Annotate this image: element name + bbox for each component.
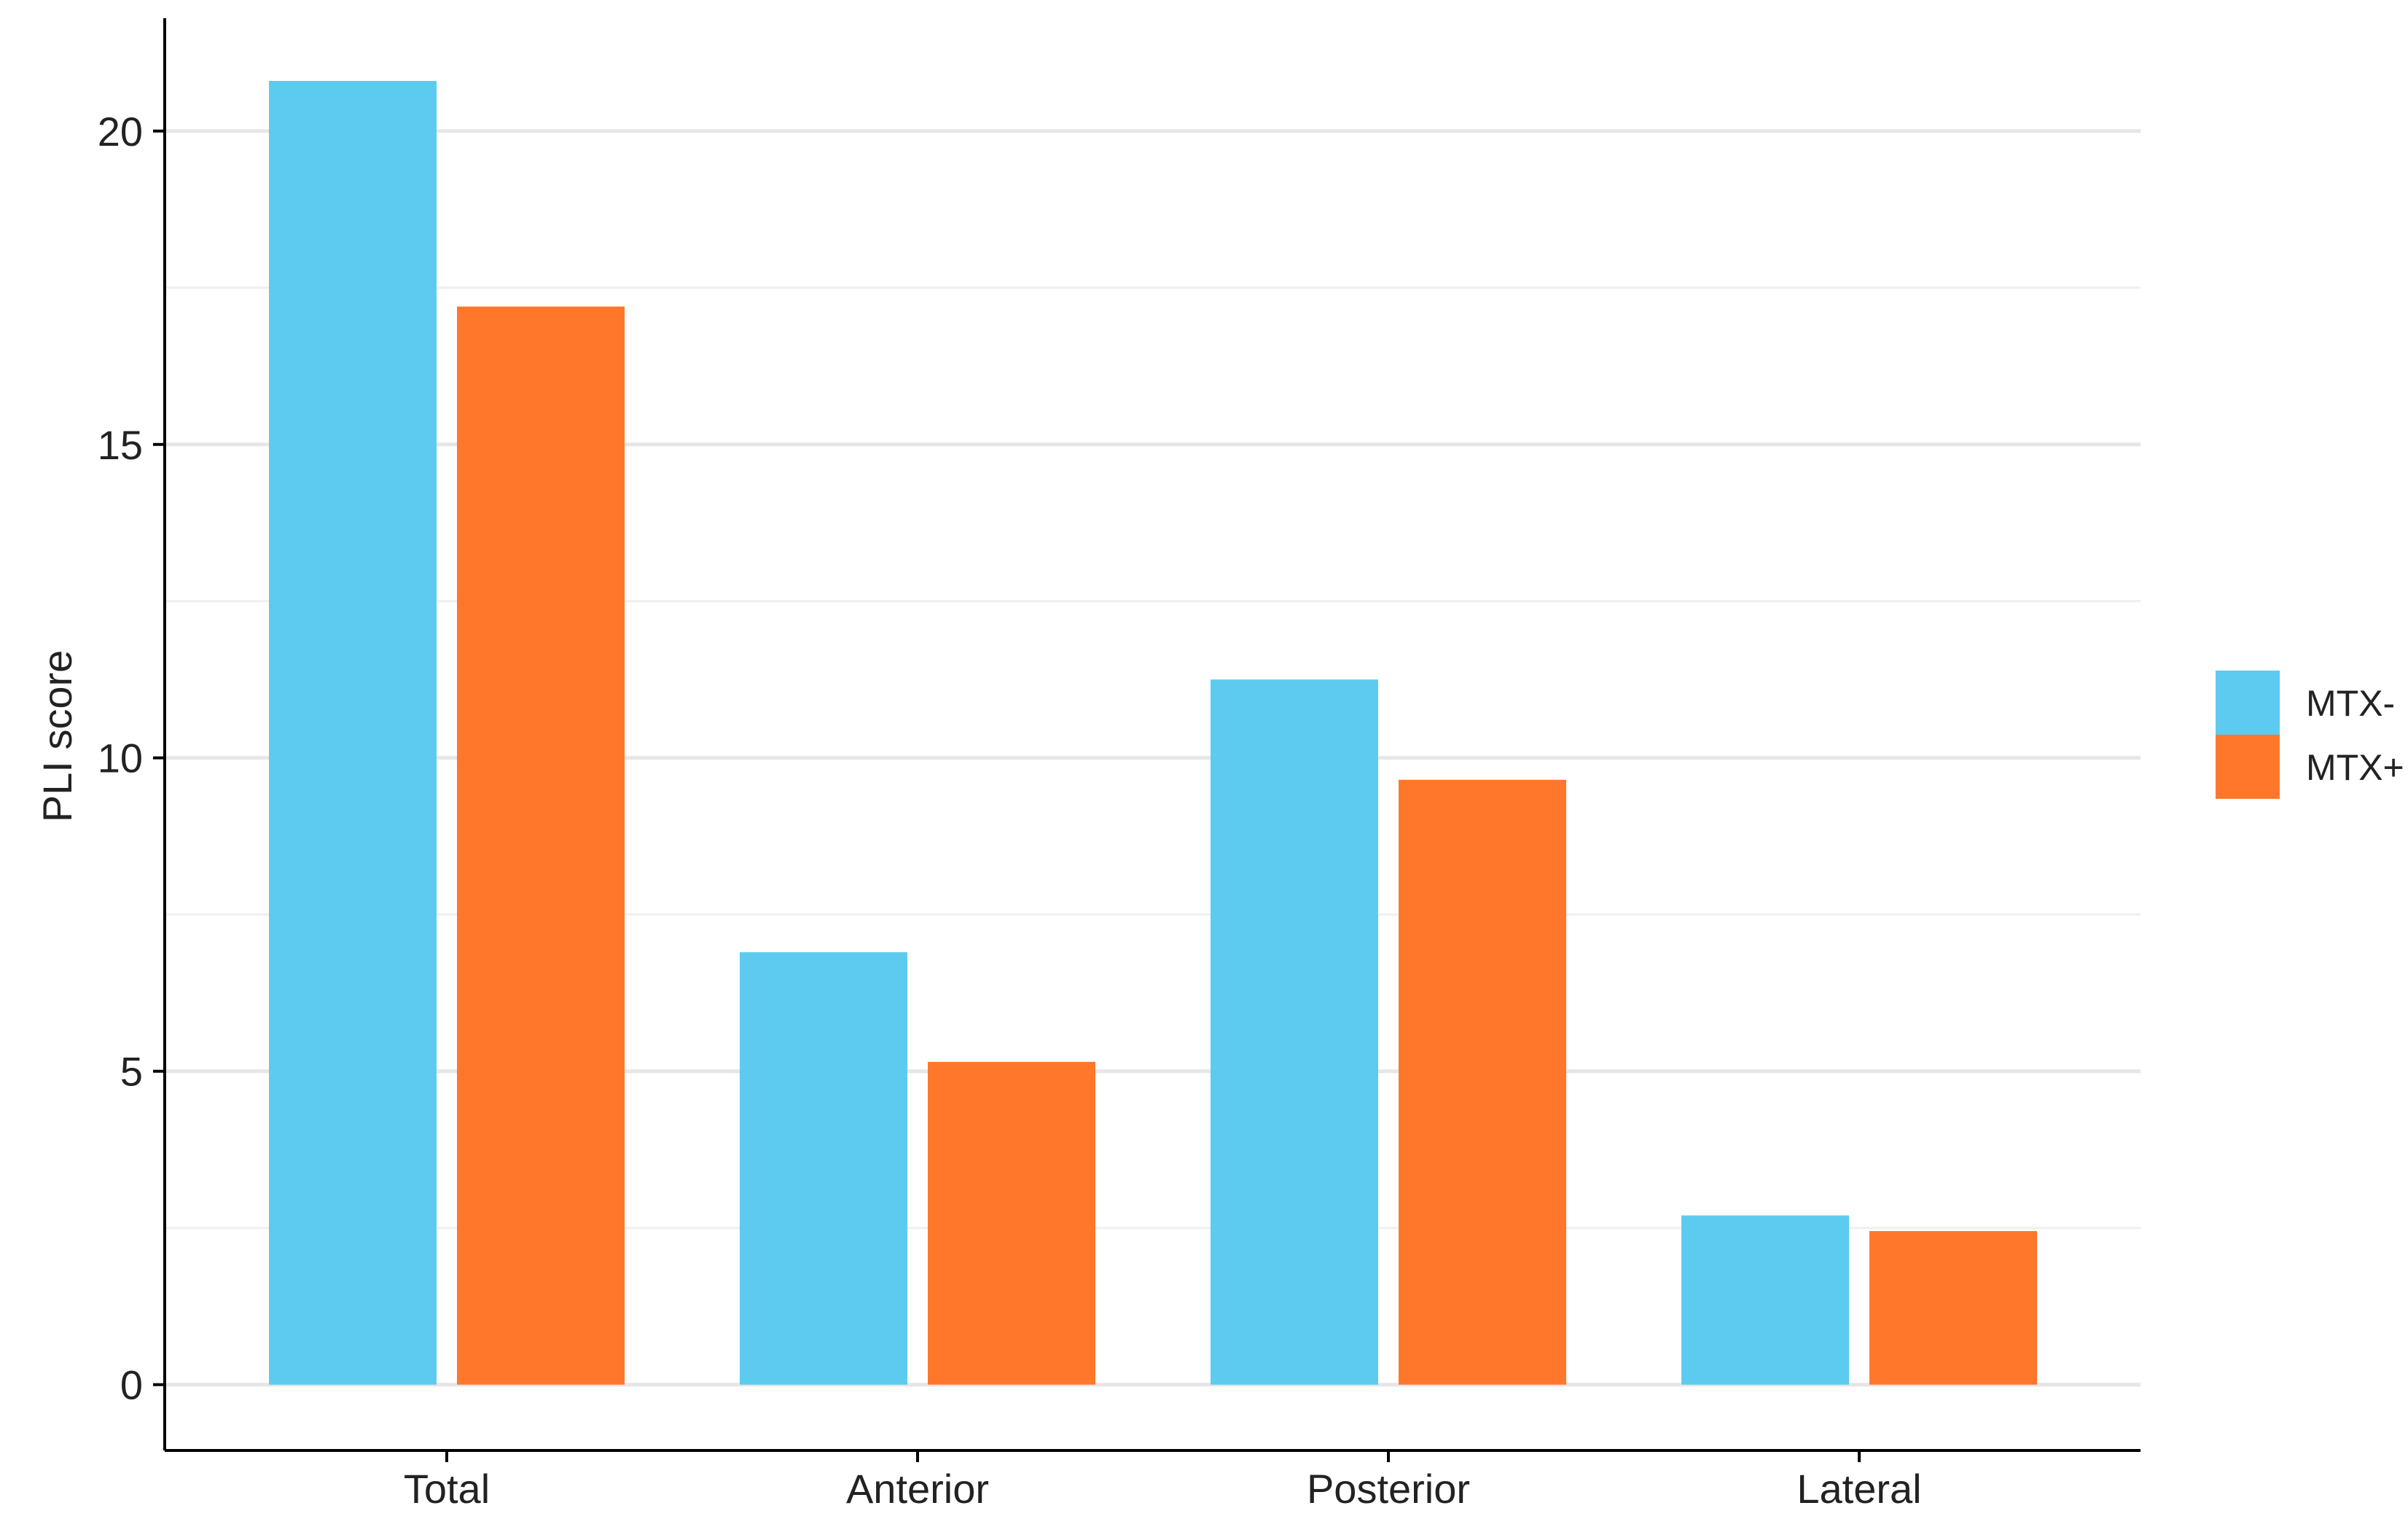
y-tick-label-3: 15	[98, 422, 143, 468]
bar-posterior-mtx-minus	[1211, 679, 1378, 1385]
bar-anterior-mtx-minus	[740, 952, 907, 1385]
x-tick-label-total: Total	[404, 1466, 490, 1512]
x-tick-label-posterior: Posterior	[1307, 1466, 1470, 1512]
x-tick-label-anterior: Anterior	[846, 1466, 989, 1512]
y-tick-label-4: 20	[98, 109, 143, 155]
legend-label-mtx-minus: MTX-	[2306, 683, 2395, 724]
bar-lateral-mtx-plus	[1869, 1231, 2037, 1385]
bar-total-mtx-minus	[269, 80, 437, 1385]
x-tick-label-lateral: Lateral	[1797, 1466, 1921, 1512]
axes	[163, 18, 2141, 1452]
y-axis-title: PLI score	[34, 650, 80, 823]
y-tick-label-2: 10	[98, 735, 143, 781]
bar-anterior-mtx-plus	[928, 1061, 1095, 1385]
tick-labels: 0 5 10 15 20 Total Anterior Posterior Lateral	[98, 109, 1922, 1512]
bar-posterior-mtx-plus	[1399, 779, 1566, 1385]
bar-lateral-mtx-minus	[1681, 1215, 1849, 1385]
bars	[269, 80, 2037, 1385]
y-tick-label-1: 5	[120, 1049, 143, 1095]
legend: MTX- MTX+	[2216, 671, 2404, 799]
y-tick-label-0: 0	[120, 1362, 143, 1408]
legend-key-mtx-minus	[2216, 671, 2280, 735]
legend-label-mtx-plus: MTX+	[2306, 747, 2404, 788]
bar-total-mtx-plus	[457, 306, 625, 1385]
legend-key-mtx-plus	[2216, 735, 2280, 799]
